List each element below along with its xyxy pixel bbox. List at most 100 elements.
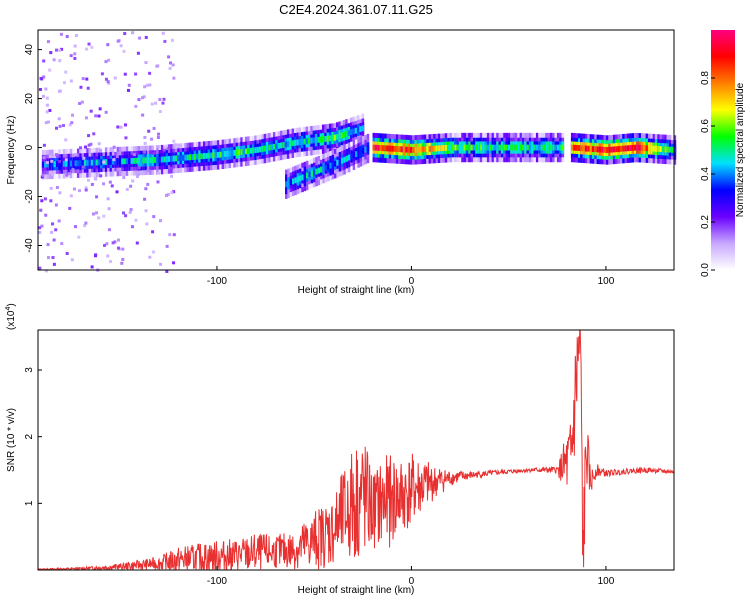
spectrogram-cell [51,161,54,168]
spectrogram-cell [100,159,103,166]
spectrogram-cell [97,114,101,118]
spectrogram-cell [170,166,174,170]
spectrogram-cell [148,71,152,75]
spectrogram-cell [475,144,478,151]
spectrogram-cell [107,81,111,85]
spectrogram-cell [299,175,302,182]
spectrogram-cell [322,165,325,172]
spectrogram-cell [146,182,150,186]
spectrogram-cell [97,216,101,220]
spectrogram-cell [152,250,156,254]
spectrogram-cell [561,144,565,151]
spectrogram-cell [547,144,551,151]
spectrogram-x-label: Height of straight line (km) [298,285,415,296]
spectrogram-cell [671,146,674,153]
spectrogram-cell [88,159,92,166]
spectrogram-cell [64,70,68,74]
spectrogram-cell [44,87,48,91]
spectrogram-cell [42,143,46,147]
spectrogram-cell [55,185,59,189]
spectrogram-cell [188,154,192,161]
spectrogram-cell [58,48,62,52]
spectrogram-cell [49,51,53,55]
spectrogram-cell [359,126,362,133]
spectrogram-cell [98,107,102,111]
spectrogram-cell [279,142,283,149]
spectrogram-cell [350,153,353,160]
spectrogram-cell [298,139,302,146]
spectrogram-cell [151,157,155,164]
spectrogram-cell [334,160,337,167]
spectrogram-cell [622,145,625,152]
spectrogram-cell [491,144,495,151]
spectrogram-cell [366,145,370,152]
spectrogram-cell [106,80,110,84]
spectrogram-cell [137,98,141,102]
spectrogram-cell [349,129,353,136]
spectrogram-cell [135,157,138,164]
spectrogram-cell [612,146,616,153]
snr-x-tick-label: 100 [598,576,615,587]
spectrogram-cell [53,161,57,168]
spectrogram-cell [142,157,145,164]
spectrogram-cell [162,97,166,101]
spectrogram-cell [74,152,78,156]
spectrogram-cell [134,72,138,76]
spectrogram-cell [191,154,194,160]
spectrogram-cell [160,156,164,163]
snr-y-tick-label: 3 [24,367,35,373]
spectrogram-cell [157,132,161,136]
spectrogram-cell [100,72,104,76]
spectrogram-cell [163,145,167,149]
spectrogram-cell [70,121,74,125]
colorbar-label: Normalized spectral amplitude [735,82,746,217]
spectrogram-cell [172,261,176,265]
spectrogram-cell [195,153,199,160]
spectrogram-cell [608,146,611,153]
spectrogram-cell [157,171,161,175]
spectrogram-cell [45,110,49,114]
spectrogram-cell [526,144,530,151]
spectrogram-cell [386,145,390,152]
spectrogram-cell [174,155,178,162]
spectrogram-cell [83,159,87,166]
spectrogram-cell [228,150,232,157]
spectrogram-cell [156,180,160,184]
spectrogram-cell [291,140,295,147]
spectrogram-cell [112,158,116,162]
spectrogram-cell [90,182,94,186]
spectrogram-cell [108,180,112,184]
spectrogram-cell [165,193,169,197]
spectrogram-cell [58,59,62,63]
spectrogram-cell [102,182,106,186]
spectrogram-cell [97,142,101,146]
spectrogram-cell [186,154,190,161]
spectrogram-cell [129,184,133,188]
spectrogram-cell [136,171,140,175]
colorbar-ticks: 0.0 0.2 0.4 0.6 0.8 [700,71,715,277]
spectrogram-cell [65,251,69,255]
spectrogram-cell [121,158,124,165]
spectrogram-cell [46,243,50,247]
spectrogram-cell [41,173,45,177]
spectrogram-cell [661,146,665,153]
spectrogram-cell [610,146,614,153]
spectrogram-cell [68,206,72,210]
spectrogram-cell [103,243,107,247]
spectrogram-cell [46,256,50,260]
spectrogram-cell [549,144,553,151]
spectrogram-cell [226,150,229,157]
spectrogram-cell [78,170,82,174]
spectrogram-cell [79,85,83,89]
spectrogram-cell [172,155,176,162]
spectrogram-cell [300,138,304,145]
spectrogram-cell [156,156,159,163]
spectrogram-cell [647,145,651,152]
spectrogram-panel: -100 0 100 -40 -20 0 20 40 Height of straight l… [6,29,677,296]
spectrogram-cell [152,126,156,130]
spectrogram-cell [45,161,49,165]
spectrogram-cell [156,135,160,139]
spectrogram-cell [654,145,658,152]
spectrogram-cell [636,144,639,151]
